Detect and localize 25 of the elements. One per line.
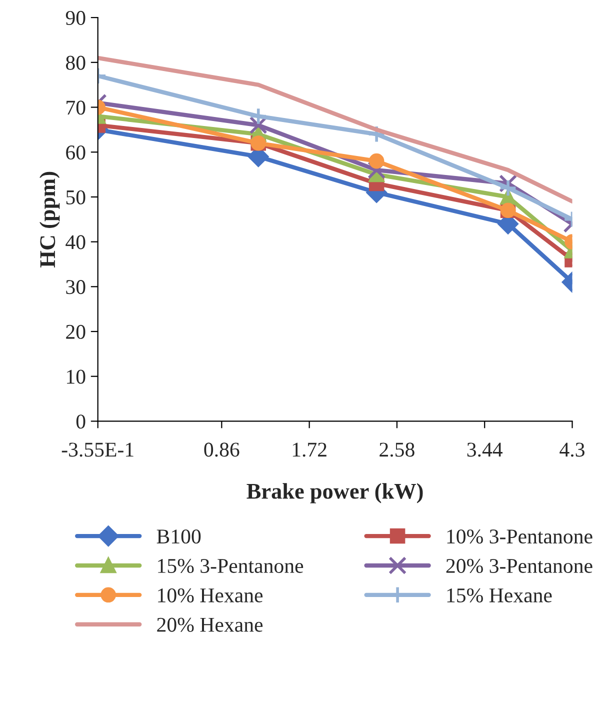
y-tick-label: 90 <box>66 10 86 25</box>
x-tick-label: 3.44 <box>467 442 503 457</box>
x-tick-label: 4.3 <box>560 442 584 457</box>
x-axis-title: Brake power (kW) <box>246 483 423 504</box>
legend-label: 10% 3-Pentanone <box>447 529 592 544</box>
legend-label: 20% Hexane <box>157 618 263 632</box>
x-tick-label: 1.72 <box>292 442 326 457</box>
x-tick-label: 0.86 <box>204 442 240 457</box>
y-tick-label: 30 <box>66 280 86 294</box>
legend-label: B100 <box>156 529 201 544</box>
legend-label: 15% Hexane <box>447 588 552 602</box>
y-tick-label: 10 <box>67 370 86 384</box>
y-tick-label: 50 <box>66 190 86 204</box>
y-tick-label: 80 <box>66 56 86 70</box>
legend-label: 15% 3-Pentanone <box>158 558 304 574</box>
legend-label: 20% 3-Pentanone <box>446 558 592 574</box>
y-tick-label: 40 <box>66 235 86 250</box>
x-tick-label: 2.58 <box>380 442 414 457</box>
y-tick-label: 20 <box>66 324 86 339</box>
legend-label: 10% Hexane <box>158 588 263 602</box>
x-tick-label: -3.55E-1 <box>62 442 134 457</box>
y-tick-label: 0 <box>76 414 86 429</box>
y-axis-title: HC (ppm) <box>40 172 60 268</box>
y-tick-label: 70 <box>66 100 86 115</box>
y-tick-label: 60 <box>66 145 86 160</box>
